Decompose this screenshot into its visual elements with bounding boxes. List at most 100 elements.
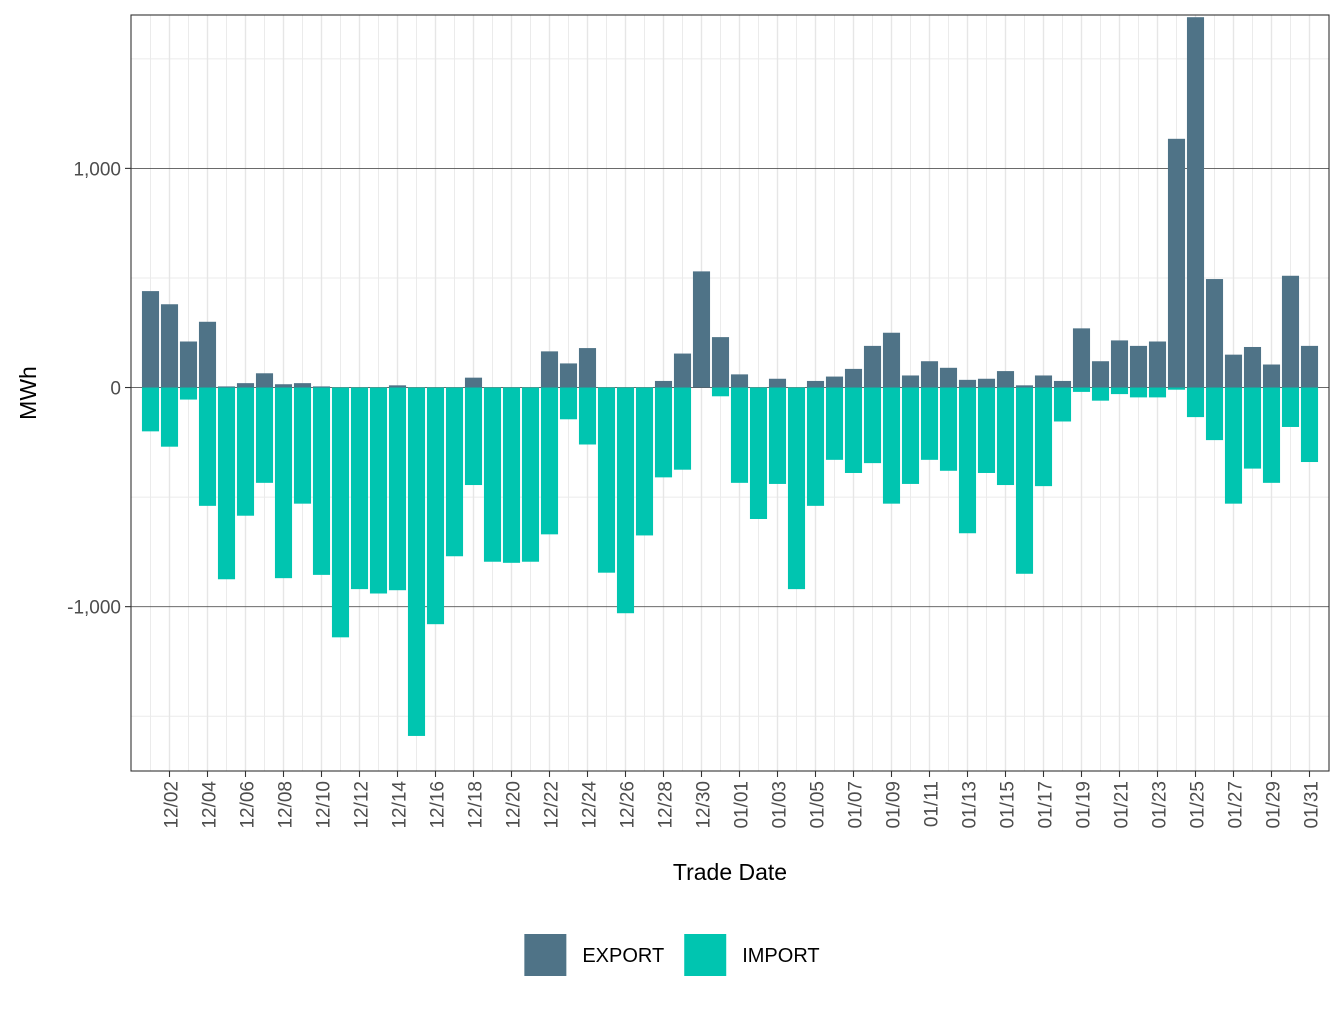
legend: EXPORT IMPORT xyxy=(524,934,820,976)
bar-export xyxy=(179,341,198,388)
bar-export xyxy=(1224,354,1243,388)
bar-export xyxy=(160,304,179,388)
bar-export xyxy=(825,376,844,388)
x-tick-label: 01/21 xyxy=(1112,781,1133,829)
x-tick-label: 12/14 xyxy=(390,781,411,829)
bar-import xyxy=(920,387,939,460)
bar-import xyxy=(141,387,160,432)
bar-export xyxy=(198,321,217,388)
bars xyxy=(141,17,1319,736)
legend-key-export xyxy=(524,934,567,976)
bar-export xyxy=(901,375,920,388)
bar-export xyxy=(1129,345,1148,388)
bar-export xyxy=(464,377,483,388)
bar-import xyxy=(426,387,445,625)
bar-import xyxy=(749,387,768,519)
bar-import xyxy=(312,387,331,575)
x-tick-label: 12/26 xyxy=(618,781,639,829)
x-tick-label: 01/03 xyxy=(770,781,791,829)
x-tick-label: 01/31 xyxy=(1302,781,1323,829)
bar-export xyxy=(1186,17,1205,388)
x-tick-label: 12/10 xyxy=(314,781,335,829)
x-tick-label: 01/17 xyxy=(1036,781,1057,829)
bar-export xyxy=(274,384,293,388)
bar-export xyxy=(1110,340,1129,388)
legend-label-export: EXPORT xyxy=(582,945,664,967)
bar-import xyxy=(996,387,1015,486)
bar-export xyxy=(1053,380,1072,388)
x-tick-label: 01/25 xyxy=(1188,781,1209,829)
y-tick-label: 0 xyxy=(110,379,121,400)
x-tick-label: 12/06 xyxy=(238,781,259,829)
bar-import xyxy=(198,387,217,506)
bar-import xyxy=(350,387,369,590)
bar-export xyxy=(673,353,692,388)
y-axis-title: MWh xyxy=(15,366,41,420)
bar-export xyxy=(1281,275,1300,388)
bar-export xyxy=(977,378,996,388)
bar-export xyxy=(578,348,597,388)
bar-import xyxy=(1015,387,1034,574)
bar-import xyxy=(1091,387,1110,401)
bar-export xyxy=(1262,364,1281,388)
bar-import xyxy=(483,387,502,562)
bar-export xyxy=(768,378,787,388)
bar-import xyxy=(1186,387,1205,418)
bar-import xyxy=(578,387,597,445)
bar-import xyxy=(1167,387,1186,390)
bar-import xyxy=(901,387,920,484)
bar-import xyxy=(388,387,407,591)
bar-export xyxy=(692,271,711,388)
x-tick-label: 12/12 xyxy=(352,781,373,829)
x-tick-label: 12/18 xyxy=(466,781,487,829)
bar-export xyxy=(844,368,863,388)
bar-import xyxy=(616,387,635,614)
bar-import xyxy=(274,387,293,579)
y-axis: -1,000 0 1,000 xyxy=(67,159,131,619)
x-tick-label: 01/15 xyxy=(998,781,1019,829)
y-tick-label: -1,000 xyxy=(67,598,121,619)
bar-import xyxy=(179,387,198,400)
bar-export xyxy=(1072,328,1091,388)
x-tick-label: 12/20 xyxy=(504,781,525,829)
x-tick-label: 01/29 xyxy=(1264,781,1285,829)
bar-import xyxy=(597,387,616,573)
x-tick-label: 12/08 xyxy=(276,781,297,829)
bar-import xyxy=(825,387,844,460)
plot-panel-border xyxy=(130,14,1330,772)
x-axis-title: Trade Date xyxy=(673,859,787,885)
bar-import xyxy=(1224,387,1243,504)
bar-import xyxy=(236,387,255,516)
bar-export xyxy=(882,332,901,388)
bar-import xyxy=(407,387,426,736)
bar-import xyxy=(882,387,901,504)
x-tick-label: 12/04 xyxy=(200,781,221,829)
bar-import xyxy=(654,387,673,478)
x-tick-label: 01/23 xyxy=(1150,781,1171,829)
bar-import xyxy=(1205,387,1224,441)
bar-import xyxy=(958,387,977,534)
bar-export xyxy=(806,380,825,388)
x-tick-label: 01/11 xyxy=(922,781,943,827)
bar-export xyxy=(996,371,1015,388)
x-axis: 12/02 12/04 12/06 12/08 12/10 12/12 12/14 12/16… xyxy=(162,771,1323,829)
bar-import xyxy=(445,387,464,557)
bar-export xyxy=(1091,361,1110,388)
bar-import xyxy=(1034,387,1053,487)
bar-import xyxy=(635,387,654,536)
x-tick-label: 01/13 xyxy=(960,781,981,829)
x-tick-label: 12/16 xyxy=(428,781,449,829)
bar-export xyxy=(1148,341,1167,388)
bar-export xyxy=(939,367,958,388)
bar-import xyxy=(293,387,312,504)
x-tick-label: 01/01 xyxy=(732,781,753,829)
bar-import xyxy=(255,387,274,483)
bar-import xyxy=(1053,387,1072,422)
bar-import xyxy=(331,387,350,638)
legend-key-import xyxy=(684,934,727,976)
bar-import xyxy=(1129,387,1148,398)
bar-import xyxy=(1300,387,1319,463)
bar-import xyxy=(1281,387,1300,427)
bar-import xyxy=(1262,387,1281,483)
